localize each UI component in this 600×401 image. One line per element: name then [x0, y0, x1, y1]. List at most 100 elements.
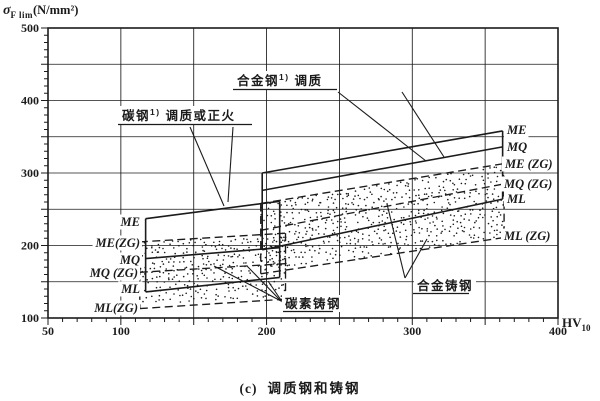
stipple-dot	[388, 183, 390, 185]
stipple-dot	[441, 230, 443, 233]
stipple-dot	[329, 253, 332, 255]
stipple-dot	[358, 258, 360, 260]
axis-ticks	[41, 27, 559, 325]
stipple-dot	[468, 234, 471, 236]
stipple-dot	[369, 191, 372, 193]
stipple-dot	[295, 256, 297, 258]
stipple-dot	[266, 214, 269, 217]
stipple-dot	[162, 271, 165, 274]
stipple-dot	[153, 267, 156, 270]
stipple-dot	[318, 204, 320, 207]
stipple-dot	[234, 289, 236, 292]
stipple-dot	[224, 249, 227, 251]
grade-label-left-mq: MQ	[119, 253, 140, 267]
stipple-dot	[357, 221, 359, 224]
stipple-dot	[444, 228, 446, 231]
stipple-dot	[392, 232, 394, 235]
stipple-dot	[214, 245, 217, 248]
stipple-dot	[169, 286, 171, 289]
stipple-dot	[280, 215, 282, 217]
stipple-dot	[275, 251, 278, 253]
stipple-dot	[332, 202, 335, 204]
stipple-dot	[282, 258, 284, 261]
stipple-dot	[423, 193, 426, 195]
hardness-subscript: 10	[581, 323, 591, 333]
stipple-dot	[413, 229, 415, 231]
stipple-dot	[289, 221, 292, 224]
stipple-dot	[404, 229, 407, 232]
stipple-dot	[312, 229, 314, 231]
stipple-dot	[311, 198, 314, 201]
stipple-dot	[393, 218, 396, 221]
stipple-dot	[274, 262, 276, 264]
stipple-dot	[492, 219, 494, 222]
stipple-dot	[484, 193, 487, 196]
stipple-dot	[360, 208, 363, 210]
stipple-dot	[270, 215, 273, 217]
stipple-dot	[414, 214, 417, 217]
stipple-dot	[202, 257, 204, 260]
stipple-dot	[468, 195, 471, 198]
stipple-dot	[402, 223, 405, 226]
stipple-dot	[491, 193, 494, 195]
stipple-dot	[455, 232, 458, 234]
stipple-dot	[257, 240, 260, 243]
stipple-dot	[409, 221, 412, 223]
stipple-dot	[219, 278, 222, 281]
stipple-dot	[378, 215, 380, 218]
stipple-dot	[390, 241, 392, 244]
stipple-dot	[386, 217, 389, 219]
stipple-dot	[442, 212, 445, 215]
stipple-dot	[347, 192, 350, 195]
stipple-dot	[318, 247, 321, 250]
stipple-dot	[228, 276, 230, 279]
stipple-dot	[344, 221, 346, 224]
stipple-dot	[182, 242, 185, 245]
stipple-dot	[193, 282, 195, 285]
stipple-dot	[231, 267, 234, 270]
stipple-dot	[490, 216, 493, 218]
stipple-dot	[249, 272, 251, 274]
stipple-dot	[199, 288, 202, 291]
grade-label-mask	[502, 156, 555, 172]
stipple-dot	[455, 191, 458, 193]
stipple-dot	[328, 240, 330, 243]
stipple-dot	[433, 201, 436, 204]
stipple-dot	[442, 239, 444, 242]
stipple-dot	[381, 214, 384, 216]
stipple-dot	[414, 220, 417, 222]
stipple-dot	[453, 183, 456, 186]
stipple-dot	[435, 235, 438, 237]
stipple-dot	[439, 189, 442, 191]
stipple-dot	[243, 238, 245, 240]
stipple-dot	[469, 175, 472, 177]
stipple-dot	[394, 196, 396, 199]
band-line-me	[262, 130, 503, 174]
stipple-dot	[371, 241, 373, 243]
stipple-dot	[168, 278, 170, 281]
stipple-dot	[269, 254, 272, 257]
stipple-dot	[217, 254, 220, 256]
stipple-dot	[161, 260, 163, 263]
stipple-dot	[389, 245, 392, 248]
stipple-dot	[452, 219, 455, 221]
stipple-dot	[311, 234, 313, 236]
stipple-dot	[474, 184, 477, 186]
stipple-dot	[468, 219, 470, 221]
leader-line	[213, 265, 282, 302]
grade-label-right-mq: MQ	[506, 140, 527, 154]
stipple-dot	[252, 261, 254, 264]
stipple-dot	[403, 216, 405, 219]
stipple-dot	[414, 179, 416, 181]
stipple-dot	[265, 242, 267, 245]
grade-label-mask	[92, 235, 142, 251]
stipple-dot	[363, 198, 366, 201]
stipple-dot	[179, 294, 181, 297]
stipple-dot	[222, 263, 224, 266]
stipple-dot	[340, 225, 342, 228]
stipple-dot	[496, 175, 499, 178]
carbon-cast-steel-label: 碳素铸钢	[285, 296, 341, 311]
